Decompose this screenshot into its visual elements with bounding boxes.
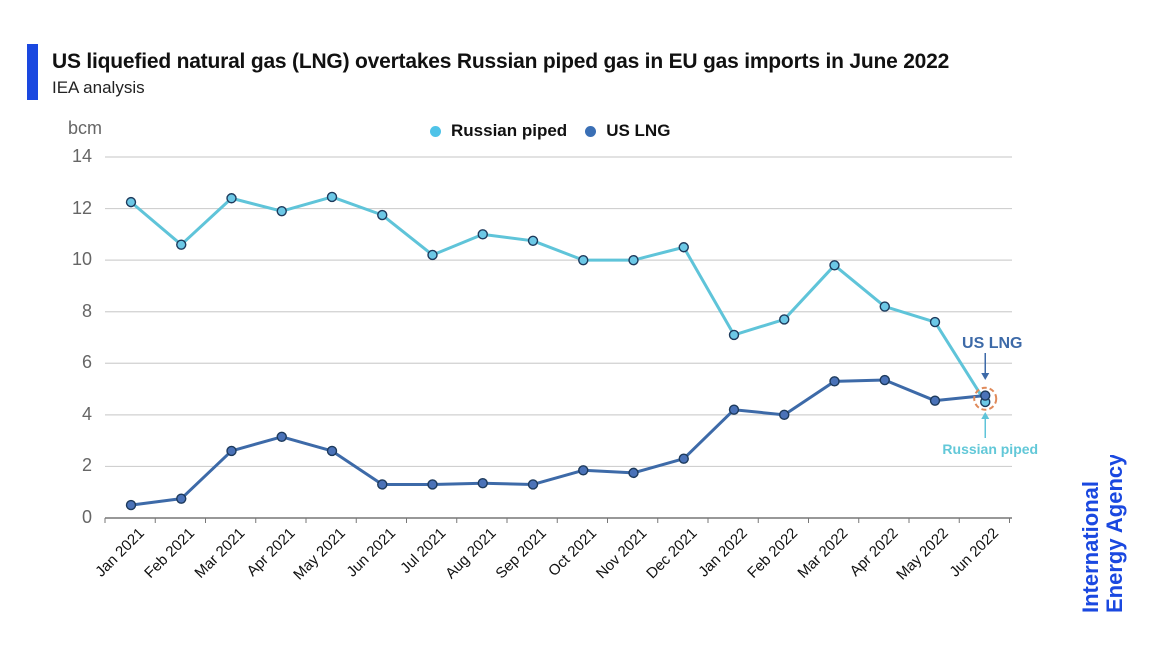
data-point (578, 465, 589, 476)
legend-label: Russian piped (451, 121, 568, 140)
data-point (728, 404, 740, 415)
legend-item-us-lng: US LNG (585, 121, 670, 141)
x-tick-label: Nov 2021 (593, 525, 650, 582)
svg-text:International: International (1078, 481, 1103, 613)
data-point (527, 235, 539, 247)
chart-title: US liquefied natural gas (LNG) overtakes… (52, 50, 950, 73)
data-point (477, 229, 488, 240)
chart-subtitle: IEA analysis (52, 78, 145, 97)
data-point (125, 499, 137, 511)
title-accent-bar (27, 44, 38, 100)
x-tick-label: May 2022 (893, 525, 952, 584)
y-axis-label: bcm (68, 118, 103, 138)
x-tick-label: Feb 2022 (744, 525, 801, 582)
data-point (879, 374, 890, 386)
data-point (879, 301, 890, 312)
data-point (276, 205, 287, 217)
x-tick-label: Jan 2022 (695, 525, 751, 581)
x-tick-label: Jun 2021 (343, 525, 399, 581)
data-point (728, 329, 740, 341)
series-line-russian-piped (130, 195, 987, 403)
svg-text:Energy Agency: Energy Agency (1102, 455, 1127, 613)
x-tick-label: Jan 2021 (92, 525, 148, 581)
x-tick-label: Jul 2021 (397, 525, 449, 577)
x-tick-label: Aug 2021 (442, 525, 499, 582)
arrow-head-icon (981, 412, 990, 419)
highlight-circle (973, 386, 998, 411)
data-point (980, 390, 991, 401)
data-point (377, 479, 388, 490)
data-point (176, 493, 187, 504)
data-point (578, 254, 589, 266)
data-point (829, 260, 840, 271)
arrow-head-icon (981, 373, 990, 380)
y-tick-label: 8 (81, 300, 92, 321)
x-tick-label: Mar 2021 (191, 525, 248, 582)
data-point (678, 453, 689, 464)
y-tick-label: 12 (71, 197, 92, 218)
legend: Russian piped US LNG (430, 121, 678, 141)
x-tick-label: Sep 2021 (492, 525, 549, 582)
x-tick-label: Dec 2021 (643, 525, 700, 582)
data-point (427, 249, 438, 261)
data-point (477, 477, 488, 489)
x-tick-label: Feb 2021 (141, 525, 198, 582)
data-point (226, 193, 237, 204)
series-line-us-lng (130, 378, 986, 507)
data-point (779, 409, 790, 421)
y-tick-label: 4 (81, 403, 92, 424)
data-point (929, 395, 941, 406)
y-tick-label: 14 (71, 146, 92, 166)
legend-label: US LNG (606, 121, 671, 140)
annotation-us-lng: US LNG (962, 335, 1022, 352)
x-tick-label: May 2021 (290, 525, 349, 584)
data-point (176, 239, 187, 250)
y-tick-label: 10 (71, 249, 92, 270)
legend-dot-russian-piped-icon (430, 125, 441, 137)
data-point (628, 467, 639, 479)
y-tick-label: 2 (81, 455, 92, 476)
data-point (226, 445, 237, 457)
y-tick-label: 0 (81, 507, 92, 527)
x-tick-label: Jun 2022 (946, 525, 1002, 581)
data-point (678, 242, 689, 253)
data-point (779, 314, 790, 325)
x-tick-label: Mar 2022 (794, 525, 851, 582)
annotation-russian-piped: Russian piped (942, 441, 1038, 457)
legend-item-russian-piped: Russian piped (430, 121, 567, 141)
x-tick-label: Oct 2021 (545, 525, 600, 580)
legend-dot-us-lng-icon (585, 125, 597, 137)
data-point (326, 445, 338, 457)
data-point (829, 376, 840, 387)
data-point (377, 209, 388, 221)
data-point (326, 191, 338, 203)
data-point (527, 479, 539, 490)
data-point (125, 196, 137, 208)
data-point (929, 316, 941, 328)
data-point (276, 431, 287, 442)
y-tick-label: 6 (81, 352, 92, 373)
data-point (427, 479, 438, 490)
data-point (628, 254, 639, 266)
iea-logo: International Energy Agency (1078, 455, 1127, 613)
